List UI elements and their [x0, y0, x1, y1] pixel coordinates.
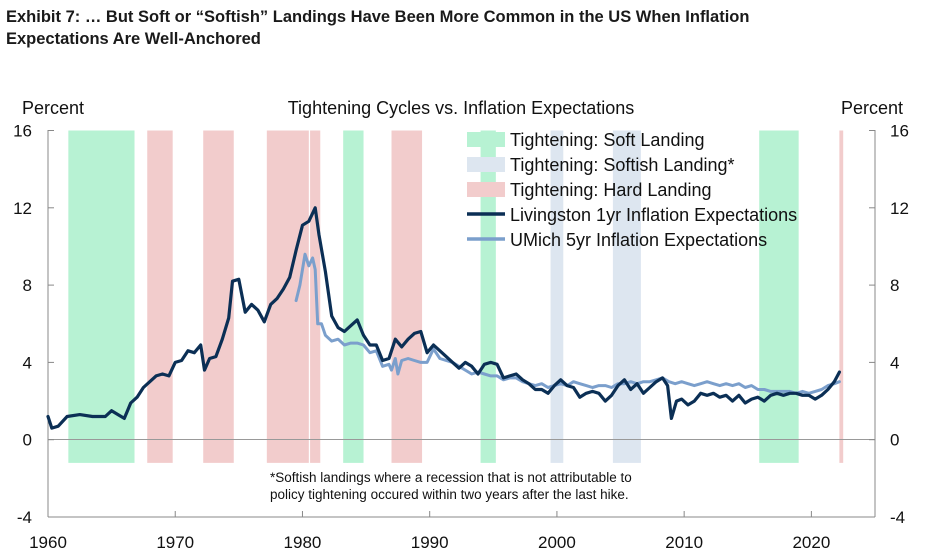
left-axis-label: Percent [22, 98, 84, 118]
y-tick-label-right: 4 [890, 353, 899, 372]
y-tick-label-right: 12 [890, 199, 909, 218]
x-tick-label: 2010 [665, 533, 703, 552]
exhibit-title: Exhibit 7: … But Soft or “Softish” Landi… [6, 6, 906, 50]
legend-label-umich-5yr-inflation-expectations: UMich 5yr Inflation Expectations [510, 230, 767, 250]
x-tick-label: 1980 [284, 533, 322, 552]
region-tightening-soft-landing-7 [480, 130, 496, 463]
shaded-regions [68, 130, 844, 463]
y-tick-label-left: 0 [23, 431, 32, 450]
region-tightening-hard-landing-6 [391, 130, 423, 463]
y-tick-label-right: -4 [890, 508, 905, 527]
y-tick-label-right: 0 [890, 431, 899, 450]
y-tick-label-left: 4 [23, 353, 32, 372]
legend-swatch-tightening-soft-landing [467, 132, 505, 147]
legend-label-tightening-soft-landing: Tightening: Soft Landing [510, 130, 704, 150]
series-line-umich-5yr-inflation-expectations [294, 252, 841, 395]
exhibit-title-line1: Exhibit 7: … But Soft or “Softish” Landi… [6, 8, 750, 26]
region-tightening-soft-landing-5 [343, 130, 364, 463]
x-tick-label: 2000 [538, 533, 576, 552]
footnote-line2: policy tightening occured within two yea… [270, 487, 629, 502]
region-tightening-hard-landing-1 [147, 130, 173, 463]
y-tick-label-left: 12 [13, 199, 32, 218]
series-line-livingston-1yr-inflation-expectations [46, 206, 841, 430]
legend-swatch-tightening-softish-landing [467, 157, 505, 172]
y-tick-label-right: 8 [890, 276, 899, 295]
axes [47, 130, 876, 518]
region-tightening-soft-landing-0 [68, 130, 135, 463]
x-tick-label: 1990 [411, 533, 449, 552]
region-tightening-soft-landing-10 [759, 130, 799, 463]
legend-label-tightening-hard-landing: Tightening: Hard Landing [510, 180, 711, 200]
region-tightening-hard-landing-2 [203, 130, 234, 463]
chart-title: Tightening Cycles vs. Inflation Expectat… [288, 98, 635, 118]
right-axis-label: Percent [841, 98, 903, 118]
region-tightening-hard-landing-11 [839, 130, 844, 463]
y-tick-label-left: -4 [17, 508, 32, 527]
region-tightening-hard-landing-3 [266, 130, 309, 463]
x-tick-label: 2020 [792, 533, 830, 552]
y-tick-label-left: 16 [13, 122, 32, 141]
legend: Tightening: Soft Landing Tightening: Soft… [467, 130, 797, 250]
y-tick-label-left: 8 [23, 276, 32, 295]
y-tick-label-right: 16 [890, 122, 909, 141]
series-lines [46, 206, 841, 430]
x-tick-label: 1970 [156, 533, 194, 552]
legend-swatch-tightening-hard-landing [467, 182, 505, 197]
x-tick-label: 1960 [29, 533, 67, 552]
exhibit-title-line2: Expectations Are Well-Anchored [6, 30, 261, 48]
legend-label-tightening-softish-landing: Tightening: Softish Landing* [510, 155, 735, 175]
region-tightening-softish-landing-9 [612, 130, 641, 463]
ticks: 16 16 12 12 8 8 4 4 0 0 -4 -4 1960 1970 1980 1990 2000 20… [13, 122, 909, 553]
legend-label-livingston-1yr-inflation-expectations: Livingston 1yr Inflation Expectations [510, 205, 797, 225]
footnote-line1: *Softish landings where a recession that… [270, 470, 632, 485]
